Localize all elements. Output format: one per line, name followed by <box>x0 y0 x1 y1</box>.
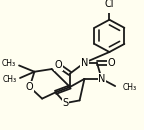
Text: Cl: Cl <box>105 0 114 9</box>
Text: O: O <box>26 82 33 92</box>
Text: S: S <box>62 98 68 108</box>
Text: N: N <box>81 58 88 68</box>
Text: O: O <box>108 58 115 68</box>
Text: O: O <box>55 60 62 70</box>
Text: N: N <box>98 74 105 84</box>
Text: CH₃: CH₃ <box>123 83 137 92</box>
Text: CH₃: CH₃ <box>3 75 17 84</box>
Text: CH₃: CH₃ <box>2 59 16 68</box>
